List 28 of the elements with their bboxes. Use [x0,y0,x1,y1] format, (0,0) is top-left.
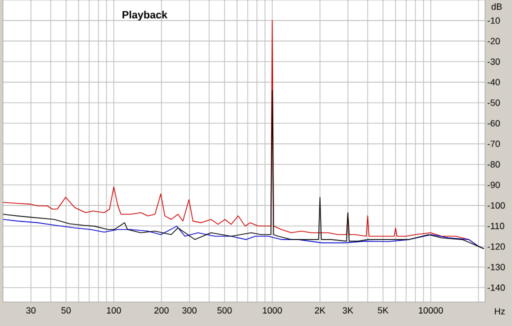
y-tick-label: -140 [488,284,505,291]
x-tick-label: 300 [182,307,197,314]
y-tick-label: -10 [488,17,500,24]
y-tick-label: -30 [488,58,500,65]
y-tick-label: -100 [488,202,505,209]
x-tick-label: 10000 [418,307,443,314]
x-axis-title: Hz [494,308,505,314]
y-tick-label: -70 [488,140,500,147]
x-tick-label: 3K [342,307,354,314]
y-tick-label: -120 [488,243,505,250]
y-tick-label: -110 [488,222,504,230]
x-tick-label: 30 [26,307,36,314]
y-tick-label: -130 [488,264,505,270]
y-tick-label: -60 [488,120,500,126]
y-tick-label: -50 [488,100,500,106]
x-tick-label: 100 [106,307,121,314]
y-axis-title: dB [492,3,502,10]
text: Playback [122,10,168,21]
x-tick-label: 200 [154,307,169,314]
x-tick-label: 5K [378,307,388,314]
y-tick-label: -40 [488,78,500,86]
x-tick-label: 50 [61,307,71,314]
y-tick-label: -80 [488,161,500,168]
x-tick-label: 500 [217,307,232,314]
y-tick-label: -20 [488,38,500,44]
x-tick-label: 2K [314,307,326,314]
x-tick-label: 1000 [262,307,282,314]
y-tick-label: -90 [488,182,500,188]
